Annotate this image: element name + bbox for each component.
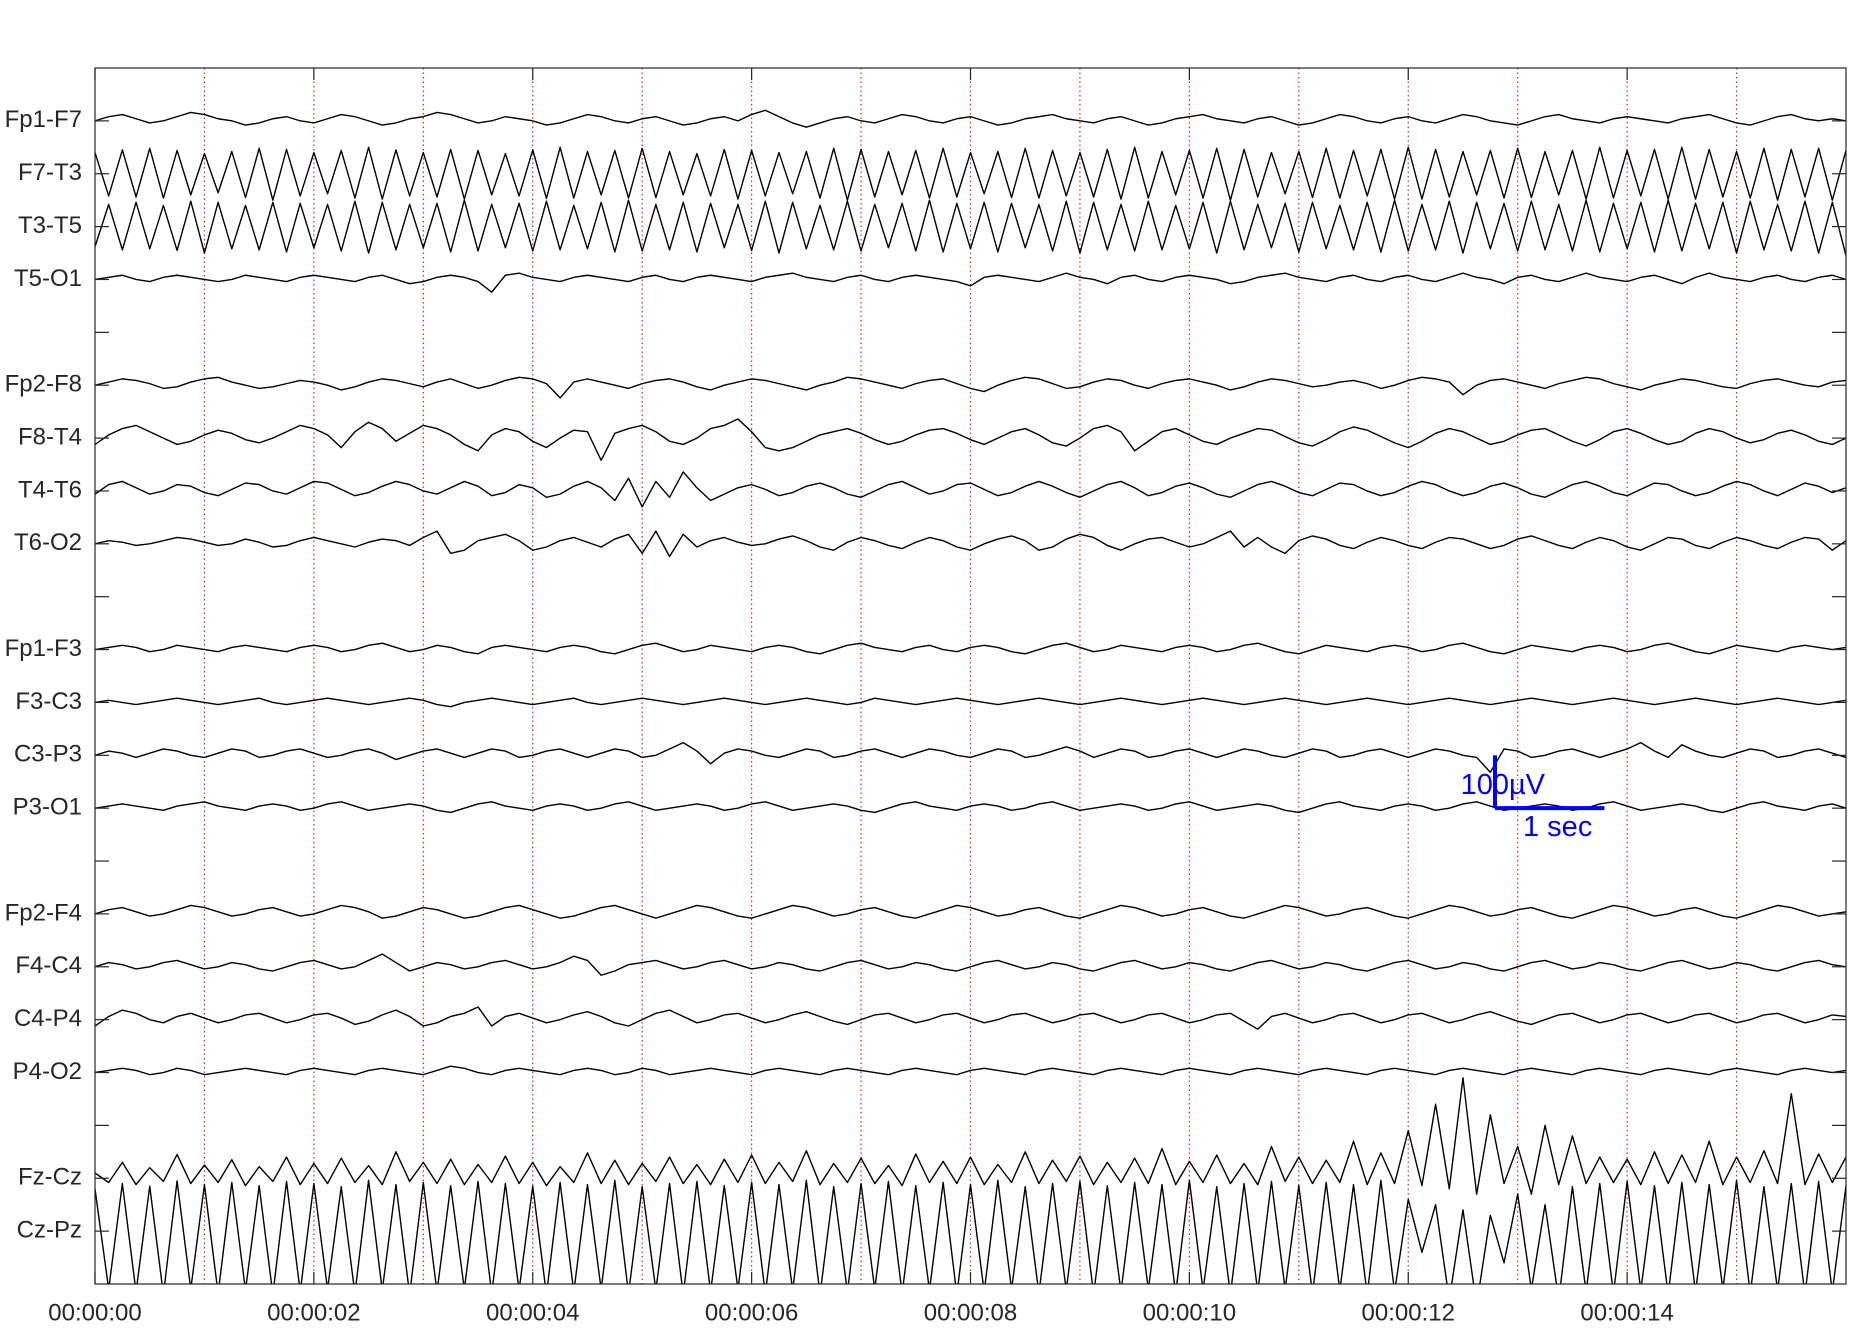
eeg-trace <box>95 471 1846 508</box>
eeg-trace <box>95 1065 1846 1076</box>
axes-layer: 00:00:00 00:00:02 00:00:04 00:00:06 00:00:08… <box>5 68 1846 1326</box>
eeg-trace <box>95 418 1846 461</box>
x-tick-label: 00:00:12 <box>1362 1299 1455 1326</box>
eeg-trace <box>95 642 1846 655</box>
eeg-trace <box>95 697 1846 708</box>
channel-label: Fp1-F3 <box>5 635 82 662</box>
eeg-trace <box>95 741 1846 773</box>
channel-label: T4-T6 <box>18 476 82 503</box>
eeg-trace <box>95 904 1846 919</box>
trace-layer <box>95 109 1846 1284</box>
eeg-trace <box>95 1006 1846 1030</box>
eeg-trace <box>95 109 1846 128</box>
channel-label: C4-P4 <box>14 1005 82 1032</box>
grid-layer <box>203 68 1738 1284</box>
scale-bar-duration-label: 1 sec <box>1523 811 1592 843</box>
x-tick-label: 00:00:00 <box>48 1299 141 1326</box>
x-tick-label: 00:00:04 <box>486 1299 579 1326</box>
channel-label: Fz-Cz <box>18 1164 82 1191</box>
channel-label: P3-O1 <box>13 794 82 821</box>
eeg-trace <box>95 801 1846 814</box>
channel-label: Fp2-F8 <box>5 371 82 398</box>
channel-label: F8-T4 <box>18 423 82 450</box>
x-tick-label: 00:00:10 <box>1143 1299 1236 1326</box>
channel-label: P4-O2 <box>13 1058 82 1085</box>
eeg-trace <box>95 1077 1846 1195</box>
eeg-trace <box>95 376 1846 399</box>
channel-label: F7-T3 <box>18 159 82 186</box>
x-axis-label: Time <box>944 1331 996 1335</box>
channel-label: T5-O1 <box>14 265 82 292</box>
eeg-trace <box>95 146 1846 201</box>
channel-label: C3-P3 <box>14 741 82 768</box>
channel-label: F4-C4 <box>15 952 82 979</box>
x-tick-label: 00:00:06 <box>705 1299 798 1326</box>
eeg-trace <box>95 199 1846 256</box>
channel-label: Cz-Pz <box>17 1216 82 1243</box>
channel-label: Fp1-F7 <box>5 106 82 133</box>
eeg-trace <box>95 953 1846 976</box>
x-tick-label: 00:00:02 <box>267 1299 360 1326</box>
eeg-trace <box>95 530 1846 558</box>
x-tick-label: 00:00:08 <box>924 1299 1017 1326</box>
eeg-trace <box>95 272 1846 293</box>
channel-label: F3-C3 <box>15 688 82 715</box>
eeg-trace <box>95 1179 1846 1284</box>
channel-label: T3-T5 <box>18 212 82 239</box>
channel-label: T6-O2 <box>14 529 82 556</box>
x-tick-label: 00:00:14 <box>1580 1299 1673 1326</box>
scale-bar-amplitude-label: 100µV <box>1461 769 1546 801</box>
channel-label: Fp2-F4 <box>5 899 82 926</box>
